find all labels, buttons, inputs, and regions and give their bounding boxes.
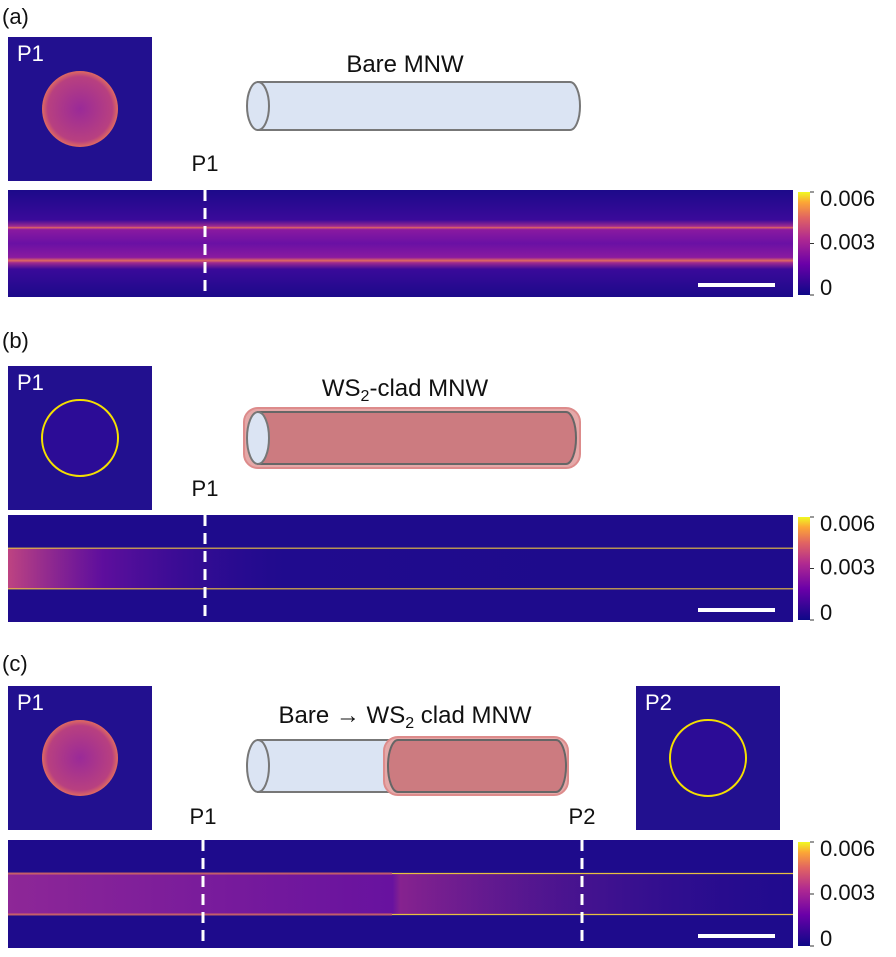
colorbar-tick-label: 0.006 [820, 836, 875, 861]
colorbar [798, 192, 810, 295]
mode-spot [42, 720, 118, 796]
colorbar-tick-label: 0 [820, 275, 832, 300]
inset-label: P2 [645, 690, 672, 715]
cylinder-end [246, 81, 270, 131]
title: Bare MNW [346, 51, 464, 78]
mode-spot [42, 71, 118, 147]
mode-ring [41, 399, 119, 477]
marker-label: P1 [192, 151, 219, 176]
field-core [8, 873, 793, 915]
title-text: clad MNW [414, 702, 532, 729]
colorbar-tick-label: 0.003 [820, 880, 875, 905]
panel-label: (a) [2, 4, 29, 29]
colorbar-tick-label: 0 [820, 600, 832, 625]
field-map [8, 190, 793, 297]
colorbar [798, 517, 810, 620]
panel-label: (c) [2, 651, 28, 676]
cylinder-body [257, 411, 577, 465]
title: Bare → WS2 clad MNW [279, 702, 532, 732]
cylinder-body [257, 81, 581, 131]
colorbar-tick-label: 0 [820, 926, 832, 951]
field-core [8, 548, 793, 589]
panel-label: (b) [2, 328, 29, 353]
title-text: Bare → WS [279, 702, 406, 729]
title: WS2-clad MNW [322, 375, 489, 405]
cylinder-end [246, 739, 270, 793]
inset-label: P1 [17, 41, 44, 66]
inset-label: P1 [17, 690, 44, 715]
marker-label: P1 [192, 476, 219, 501]
title-text: WS [322, 375, 361, 402]
colorbar [798, 842, 810, 946]
cylinder-end [246, 411, 270, 465]
colorbar-tick-label: 0.006 [820, 511, 875, 536]
colorbar-tick-label: 0.003 [820, 229, 875, 254]
mode-ring [669, 719, 747, 797]
inset-label: P1 [17, 370, 44, 395]
cylinder-body [387, 739, 567, 793]
title-text: Bare MNW [346, 51, 464, 78]
title-subscript: 2 [405, 715, 414, 732]
marker-label: P2 [569, 804, 596, 829]
colorbar-tick-label: 0.003 [820, 554, 875, 579]
title-subscript: 2 [361, 388, 370, 405]
marker-label: P1 [190, 804, 217, 829]
title-text: -clad MNW [369, 375, 488, 402]
colorbar-tick-label: 0.006 [820, 186, 875, 211]
